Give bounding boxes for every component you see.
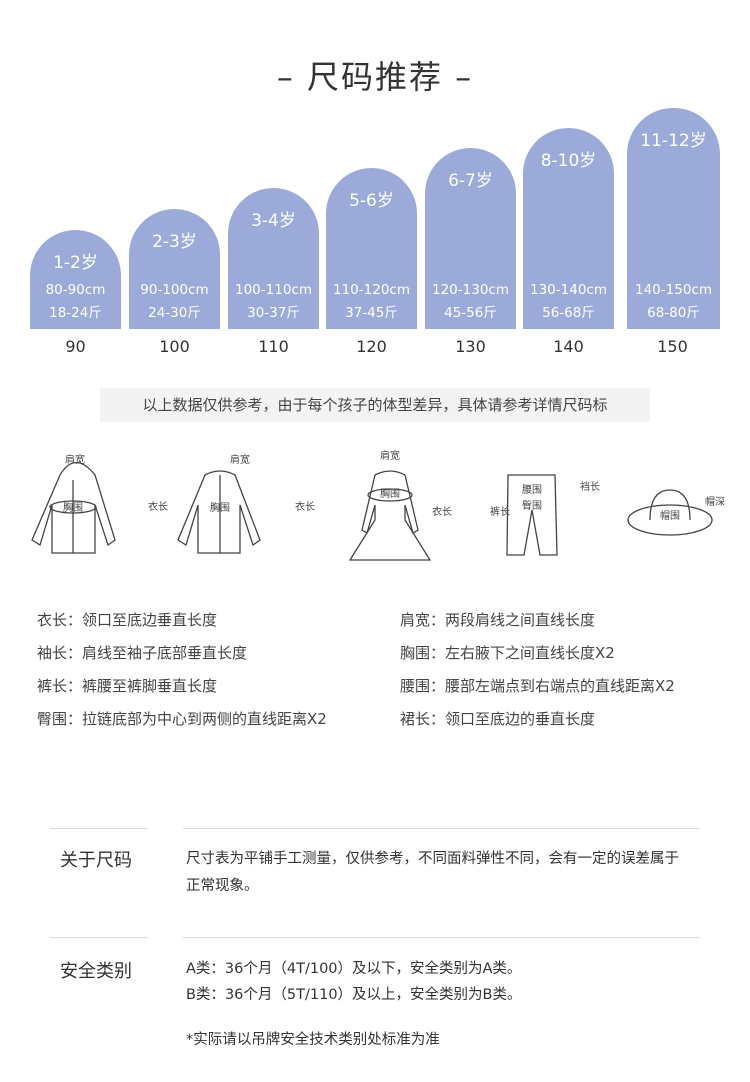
svg-text:臀围: 臀围 <box>522 500 542 512</box>
cardigan-icon <box>177 470 261 554</box>
size-label: 150 <box>657 337 688 356</box>
height-range: 130-140cm <box>530 282 607 298</box>
definition-item: 腰围：腰部左端点到右端点的直线距离X2 <box>400 677 675 695</box>
page-title: – 尺码推荐 – <box>276 58 474 96</box>
footnote: *实际请以吊牌安全技术类别处标准为准 <box>186 1032 440 1048</box>
size-label: 140 <box>553 337 584 356</box>
height-range: 140-150cm <box>635 282 712 298</box>
age-range: 6-7岁 <box>448 171 493 191</box>
size-label: 100 <box>159 337 190 356</box>
svg-text:裆长: 裆长 <box>580 480 600 493</box>
height-range: 100-110cm <box>235 282 312 298</box>
svg-text:衣长: 衣长 <box>432 505 452 518</box>
svg-text:胸围: 胸围 <box>63 501 83 514</box>
size-bar: 2-3岁 90-100cm 24-30斤 <box>129 209 220 329</box>
size-bar: 8-10岁 130-140cm 56-68斤 <box>523 128 614 329</box>
svg-text:肩宽: 肩宽 <box>65 453 85 466</box>
svg-text:肩宽: 肩宽 <box>380 449 400 462</box>
definition-item: 胸围：左右腋下之间直线长度X2 <box>400 644 615 662</box>
weight-range: 45-56斤 <box>444 305 497 321</box>
height-range: 90-100cm <box>140 282 209 298</box>
weight-range: 30-37斤 <box>247 305 300 321</box>
size-label: 120 <box>356 337 387 356</box>
safety-category-label: 安全类别 <box>60 961 132 982</box>
definition-item: 袖长：肩线至袖子底部垂直长度 <box>37 644 248 662</box>
weight-range: 24-30斤 <box>148 305 201 321</box>
height-range: 80-90cm <box>45 282 106 298</box>
weight-range: 68-80斤 <box>647 305 700 321</box>
definition-item: 裙长：领口至底边的垂直长度 <box>400 710 596 728</box>
age-range: 3-4岁 <box>251 211 296 231</box>
definition-item: 肩宽：两段肩线之间直线长度 <box>400 611 596 629</box>
svg-text:肩宽: 肩宽 <box>230 453 250 466</box>
about-size-text: 尺寸表为平铺手工测量，仅供参考，不同面料弹性不同，会有一定的误差属于正常现象。 <box>186 851 679 894</box>
svg-text:裤长: 裤长 <box>490 505 510 518</box>
svg-text:衣长: 衣长 <box>148 500 168 513</box>
dress-icon <box>348 470 432 561</box>
svg-text:帽深: 帽深 <box>705 495 725 508</box>
disclaimer-note: 以上数据仅供参考，由于每个孩子的体型差异，具体请参考详情尺码标 <box>100 388 650 422</box>
size-label: 130 <box>455 337 486 356</box>
divider <box>183 828 700 829</box>
safety-line-a: A类：36个月（4T/100）及以下，安全类别为A类。 <box>186 961 522 977</box>
definition-item: 衣长：领口至底边垂直长度 <box>37 611 218 629</box>
size-bar: 3-4岁 100-110cm 30-37斤 <box>228 188 319 329</box>
size-label: 90 <box>65 337 86 356</box>
size-bar: 1-2岁 80-90cm 18-24斤 <box>30 230 121 329</box>
svg-text:腰围: 腰围 <box>522 484 542 496</box>
garment-illustrations: 肩宽 胸围 衣长 肩宽 胸围 衣长 肩宽 胸围 衣长 腰围 臀围 裤长 裆长 帽… <box>31 449 725 561</box>
definition-item: 臀围：拉链底部为中心到两侧的直线距离X2 <box>37 710 327 728</box>
hat-icon <box>627 489 713 536</box>
pants-icon <box>506 474 558 556</box>
definition-item: 裤长：裤腰至裤脚垂直长度 <box>37 677 218 695</box>
svg-text:胸围: 胸围 <box>380 487 400 500</box>
svg-text:胸围: 胸围 <box>210 501 230 514</box>
size-bar: 6-7岁 120-130cm 45-56斤 <box>425 148 516 329</box>
hooded-jacket-icon <box>31 461 116 554</box>
age-range: 8-10岁 <box>540 151 597 171</box>
size-bar: 11-12岁 140-150cm 68-80斤 <box>627 108 720 329</box>
weight-range: 18-24斤 <box>49 305 102 321</box>
weight-range: 56-68斤 <box>542 305 595 321</box>
divider <box>50 828 148 829</box>
age-range: 11-12岁 <box>640 131 707 151</box>
age-range: 2-3岁 <box>152 232 197 252</box>
svg-text:帽围: 帽围 <box>660 509 680 522</box>
size-bar: 5-6岁 110-120cm 37-45斤 <box>326 168 417 329</box>
svg-text:衣长: 衣长 <box>295 500 315 513</box>
age-range: 1-2岁 <box>53 253 98 273</box>
size-label: 110 <box>258 337 289 356</box>
safety-line-b: B类：36个月（5T/110）及以上，安全类别为B类。 <box>186 987 522 1003</box>
age-range: 5-6岁 <box>349 191 394 211</box>
about-size-label: 关于尺码 <box>60 850 132 871</box>
height-range: 120-130cm <box>432 282 509 298</box>
height-range: 110-120cm <box>333 282 410 298</box>
weight-range: 37-45斤 <box>345 305 398 321</box>
divider <box>50 937 148 938</box>
divider <box>183 937 700 938</box>
